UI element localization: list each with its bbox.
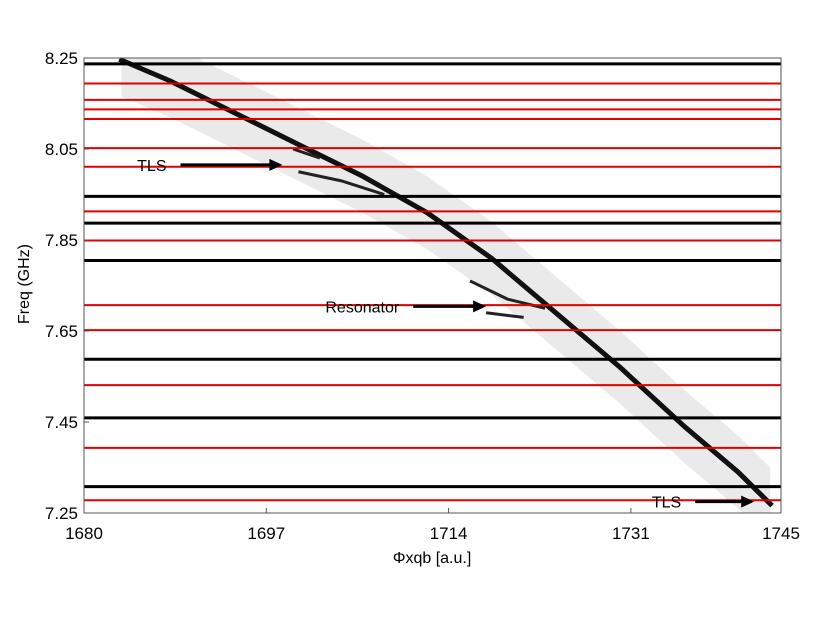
avoided-crossing-branch (298, 170, 385, 196)
measurement-band (121, 58, 771, 513)
plot-frame (83, 57, 782, 514)
qubit-trace (118, 58, 774, 508)
annotation-arrow-head (269, 158, 283, 171)
annotation-arrow-head (741, 495, 755, 508)
x-axis-label: Φxqb [a.u.] (393, 550, 472, 567)
y-tick-label: 8.05 (45, 140, 78, 159)
x-tick-label: 1745 (762, 524, 800, 543)
annotations: TLS Resonator TLS (137, 158, 755, 512)
measurement-band-area (121, 58, 771, 513)
avoided-crossing-branch (485, 311, 524, 319)
x-tick-label: 1680 (65, 524, 103, 543)
x-tick-label: 1731 (612, 524, 650, 543)
y-tick-label: 7.85 (45, 231, 78, 250)
annotation-label: TLS (137, 158, 166, 175)
y-tick-label: 8.25 (45, 49, 78, 68)
y-tick-label: 7.25 (45, 504, 78, 523)
annotation-label: TLS (652, 495, 681, 512)
x-tick-label: 1697 (247, 524, 285, 543)
spectroscopy-trace (118, 58, 774, 508)
avoided-crossing-branch (292, 147, 321, 160)
y-tick-label: 7.65 (45, 322, 78, 341)
x-tick-label: 1714 (430, 524, 468, 543)
axis-ticks: 1680 1697 1714 1731 1745 8.25 8.05 7.85 7.65 7.45… (45, 49, 800, 543)
annotation-label: Resonator (325, 299, 399, 316)
frequency-lines (84, 62, 781, 502)
annotation-arrow-head (473, 300, 487, 313)
y-axis-label: Freq (GHz) (16, 244, 33, 324)
y-tick-label: 7.45 (45, 413, 78, 432)
